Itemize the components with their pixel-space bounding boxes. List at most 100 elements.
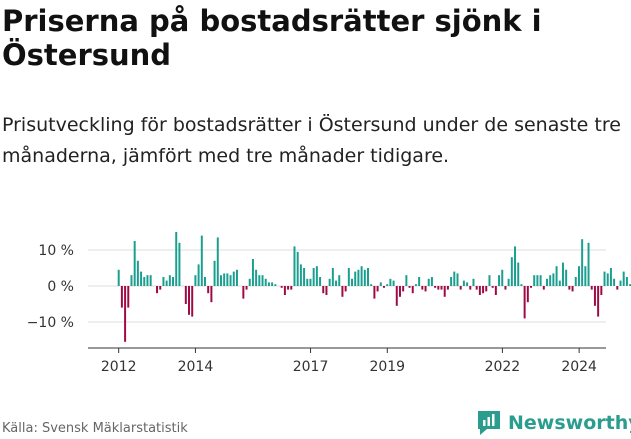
bar: [411, 286, 414, 294]
bar: [542, 286, 545, 290]
bar: [597, 286, 600, 317]
bar: [226, 273, 229, 286]
bar: [430, 277, 433, 286]
bar: [245, 286, 248, 290]
bar: [555, 266, 558, 286]
bar: [600, 286, 603, 295]
bar: [223, 273, 226, 286]
bar: [283, 286, 286, 295]
bar: [581, 239, 584, 286]
bar: [299, 264, 302, 286]
bar: [194, 275, 197, 286]
bar: [558, 280, 561, 286]
bar: [421, 286, 424, 290]
bar: [382, 286, 385, 288]
bar: [437, 286, 440, 290]
bar: [354, 271, 357, 286]
bar: [341, 286, 344, 297]
bar: [520, 284, 523, 286]
bar: [616, 286, 619, 290]
bar: [568, 286, 571, 290]
bar: [331, 268, 334, 286]
bar: [587, 242, 590, 286]
x-tick-label: 2012: [101, 359, 137, 375]
bar: [274, 284, 277, 286]
bar: [392, 280, 395, 286]
bar: [478, 286, 481, 295]
bar: [191, 286, 194, 317]
bar: [207, 286, 210, 294]
x-tick-label: 2014: [178, 359, 214, 375]
bar: [204, 277, 206, 286]
bar: [367, 268, 369, 286]
bar: [386, 284, 389, 286]
y-tick-label: −10 %: [27, 315, 74, 331]
bar: [235, 269, 238, 286]
bar: [450, 277, 453, 286]
bar: [357, 269, 360, 286]
bar: [466, 282, 469, 286]
bar: [469, 286, 472, 290]
bar: [127, 286, 130, 308]
bar: [242, 286, 245, 299]
bar: [530, 286, 532, 288]
bar: [373, 286, 376, 299]
bar: [315, 266, 318, 286]
bar: [491, 286, 494, 288]
bar: [159, 286, 162, 290]
bar: [328, 278, 331, 286]
bar: [395, 286, 398, 306]
bar: [440, 286, 443, 290]
bar: [184, 286, 187, 304]
bar: [453, 271, 456, 286]
bar: [271, 282, 274, 286]
bar: [389, 278, 392, 286]
x-tick-label: 2017: [293, 359, 329, 375]
bar: [584, 266, 587, 286]
bar: [609, 268, 612, 286]
bar: [405, 275, 408, 286]
bar: [172, 277, 175, 286]
bar: [213, 260, 216, 286]
bar: [523, 286, 526, 319]
bar: [168, 275, 171, 286]
bar: [613, 278, 616, 286]
y-tick-label: 10 %: [38, 243, 74, 259]
bar: [309, 278, 312, 286]
bar: [251, 259, 254, 286]
bar: [549, 275, 552, 286]
bar: [434, 286, 437, 288]
bar: [188, 286, 190, 315]
bar: [443, 286, 446, 297]
bar: [459, 286, 462, 290]
bar: [133, 241, 136, 286]
bar: [418, 277, 421, 286]
bar: [574, 277, 577, 286]
bar: [149, 275, 152, 286]
bar: [593, 286, 596, 306]
x-tick-label: 2024: [561, 359, 597, 375]
bar: [306, 278, 309, 286]
bar: [514, 246, 517, 286]
bar: [606, 273, 609, 286]
bar: [165, 280, 168, 286]
bar: [258, 275, 261, 286]
bar: [488, 275, 491, 286]
bar: [216, 237, 219, 286]
bar: [156, 286, 159, 294]
bar: [402, 286, 405, 292]
bar: [533, 275, 536, 286]
bar: [162, 277, 165, 286]
bar: [248, 278, 251, 286]
x-tick-label: 2019: [369, 359, 405, 375]
bar: [370, 284, 373, 286]
bar: [143, 277, 146, 286]
bar: [462, 280, 465, 286]
bar: [296, 251, 299, 286]
bar: [376, 286, 379, 292]
source-note: Källa: Svensk Mäklarstatistik: [2, 421, 188, 436]
bar: [264, 278, 267, 286]
bar: [197, 264, 200, 286]
bar: [619, 280, 622, 286]
